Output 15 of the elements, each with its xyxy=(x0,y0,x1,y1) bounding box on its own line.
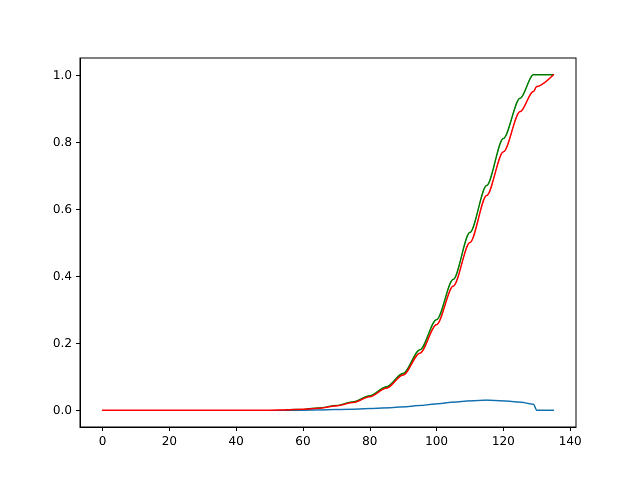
y-tick-label: 0.8 xyxy=(52,134,72,149)
y-tick-label: 1.0 xyxy=(52,68,72,82)
x-tick-label: 20 xyxy=(162,434,177,448)
x-tick-label: 80 xyxy=(362,434,378,448)
x-tick-label: 140 xyxy=(558,434,582,448)
x-tick-label: 60 xyxy=(295,434,311,448)
x-tick-label: 0 xyxy=(98,434,106,448)
line-series xyxy=(102,74,554,411)
x-tick-label: 100 xyxy=(425,434,448,448)
x-tick-label: 40 xyxy=(228,434,244,448)
x-tick-label: 120 xyxy=(492,434,515,448)
y-tick-label: 0.0 xyxy=(52,403,72,418)
y-tick-label: 0.2 xyxy=(52,336,72,350)
y-tick-label: 0.6 xyxy=(52,202,72,216)
y-tick-label: 0.4 xyxy=(52,269,72,284)
